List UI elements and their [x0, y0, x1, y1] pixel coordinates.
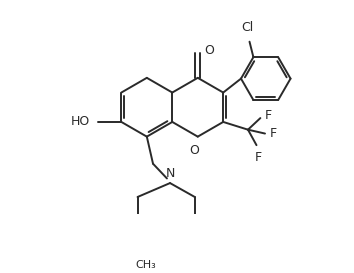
Text: F: F — [255, 151, 262, 164]
Text: O: O — [204, 44, 214, 57]
Text: F: F — [270, 127, 277, 140]
Text: O: O — [190, 144, 200, 157]
Text: CH₃: CH₃ — [135, 260, 156, 271]
Text: HO: HO — [71, 115, 90, 128]
Text: F: F — [265, 109, 272, 122]
Text: Cl: Cl — [241, 21, 253, 34]
Text: N: N — [165, 167, 175, 180]
